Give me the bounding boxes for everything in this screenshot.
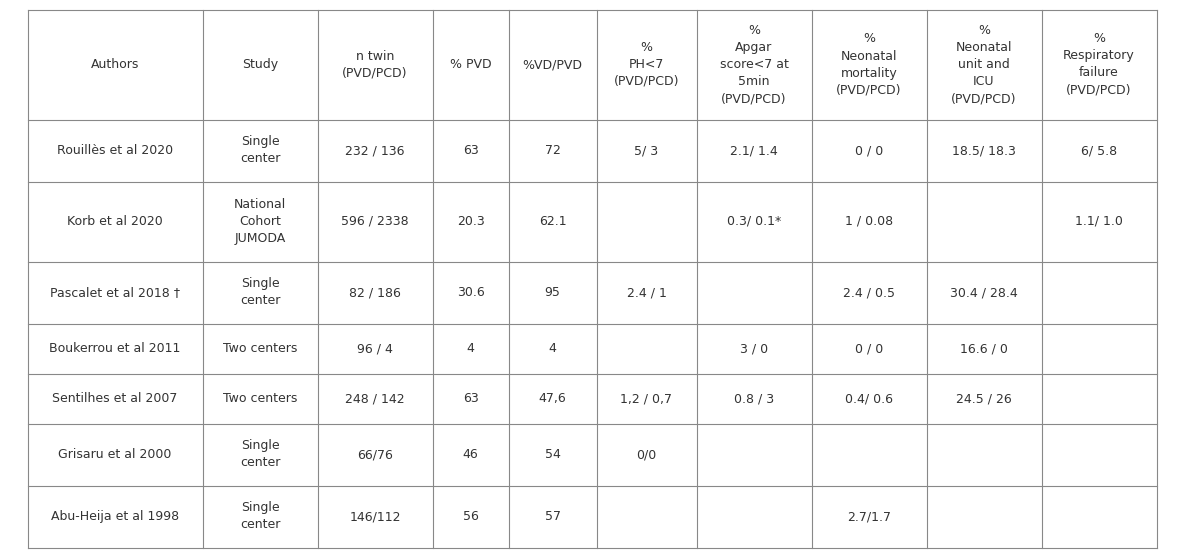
Text: 24.5 / 26: 24.5 / 26 xyxy=(957,392,1012,405)
Text: 16.6 / 0: 16.6 / 0 xyxy=(960,342,1008,355)
Text: 57: 57 xyxy=(545,510,560,523)
Text: Korb et al 2020: Korb et al 2020 xyxy=(67,215,163,228)
Text: 82 / 186: 82 / 186 xyxy=(349,286,401,299)
Text: Two centers: Two centers xyxy=(223,392,297,405)
Text: 47,6: 47,6 xyxy=(539,392,566,405)
Text: Boukerrou et al 2011: Boukerrou et al 2011 xyxy=(50,342,181,355)
Text: %
Respiratory
failure
(PVD/PCD): % Respiratory failure (PVD/PCD) xyxy=(1063,32,1135,96)
Text: 0.8 / 3: 0.8 / 3 xyxy=(734,392,774,405)
Text: %
Apgar
score<7 at
5min
(PVD/PCD): % Apgar score<7 at 5min (PVD/PCD) xyxy=(720,24,789,105)
Text: 5/ 3: 5/ 3 xyxy=(635,144,658,157)
Text: Study: Study xyxy=(242,58,278,71)
Text: 2.7/1.7: 2.7/1.7 xyxy=(847,510,892,523)
Text: 46: 46 xyxy=(463,448,478,461)
Text: Sentilhes et al 2007: Sentilhes et al 2007 xyxy=(52,392,178,405)
Text: 63: 63 xyxy=(463,392,478,405)
Text: 30.6: 30.6 xyxy=(457,286,484,299)
Text: 3 / 0: 3 / 0 xyxy=(740,342,768,355)
Text: 66/76: 66/76 xyxy=(358,448,393,461)
Text: 95: 95 xyxy=(545,286,560,299)
Text: 232 / 136: 232 / 136 xyxy=(346,144,405,157)
Text: 20.3: 20.3 xyxy=(457,215,484,228)
Text: Single
center: Single center xyxy=(240,277,281,307)
Text: 96 / 4: 96 / 4 xyxy=(358,342,393,355)
Text: 30.4 / 28.4: 30.4 / 28.4 xyxy=(950,286,1018,299)
Text: %
Neonatal
unit and
ICU
(PVD/PCD): % Neonatal unit and ICU (PVD/PCD) xyxy=(951,24,1017,105)
Text: 0 / 0: 0 / 0 xyxy=(855,144,883,157)
Text: National
Cohort
JUMODA: National Cohort JUMODA xyxy=(234,198,287,245)
Text: 0.3/ 0.1*: 0.3/ 0.1* xyxy=(727,215,781,228)
Text: 2.4 / 0.5: 2.4 / 0.5 xyxy=(843,286,895,299)
Text: %
Neonatal
mortality
(PVD/PCD): % Neonatal mortality (PVD/PCD) xyxy=(836,32,902,96)
Text: Single
center: Single center xyxy=(240,135,281,165)
Text: Single
center: Single center xyxy=(240,439,281,470)
Text: % PVD: % PVD xyxy=(450,58,491,71)
Text: 63: 63 xyxy=(463,144,478,157)
Text: 62.1: 62.1 xyxy=(539,215,566,228)
Text: 72: 72 xyxy=(545,144,560,157)
Text: Grisaru et al 2000: Grisaru et al 2000 xyxy=(58,448,172,461)
Text: 18.5/ 18.3: 18.5/ 18.3 xyxy=(952,144,1016,157)
Text: 0 / 0: 0 / 0 xyxy=(855,342,883,355)
Text: 6/ 5.8: 6/ 5.8 xyxy=(1081,144,1117,157)
Text: 0.4/ 0.6: 0.4/ 0.6 xyxy=(845,392,893,405)
Text: Two centers: Two centers xyxy=(223,342,297,355)
Text: n twin
(PVD/PCD): n twin (PVD/PCD) xyxy=(342,50,407,80)
Text: 4: 4 xyxy=(548,342,556,355)
Text: 0/0: 0/0 xyxy=(636,448,657,461)
Text: Pascalet et al 2018 †: Pascalet et al 2018 † xyxy=(50,286,180,299)
Text: %VD/PVD: %VD/PVD xyxy=(522,58,583,71)
Text: Abu-Heija et al 1998: Abu-Heija et al 1998 xyxy=(51,510,179,523)
Text: 2.4 / 1: 2.4 / 1 xyxy=(626,286,667,299)
Text: 1,2 / 0,7: 1,2 / 0,7 xyxy=(620,392,673,405)
Text: 2.1/ 1.4: 2.1/ 1.4 xyxy=(731,144,778,157)
Text: 4: 4 xyxy=(466,342,475,355)
Text: Authors: Authors xyxy=(91,58,140,71)
Text: 56: 56 xyxy=(463,510,478,523)
Text: 1.1/ 1.0: 1.1/ 1.0 xyxy=(1075,215,1122,228)
Text: 54: 54 xyxy=(545,448,560,461)
Text: %
PH<7
(PVD/PCD): % PH<7 (PVD/PCD) xyxy=(613,41,680,88)
Text: 1 / 0.08: 1 / 0.08 xyxy=(845,215,893,228)
Text: Rouillès et al 2020: Rouillès et al 2020 xyxy=(57,144,173,157)
Text: Single
center: Single center xyxy=(240,501,281,531)
Text: 146/112: 146/112 xyxy=(349,510,400,523)
Text: 248 / 142: 248 / 142 xyxy=(346,392,405,405)
Text: 596 / 2338: 596 / 2338 xyxy=(341,215,408,228)
